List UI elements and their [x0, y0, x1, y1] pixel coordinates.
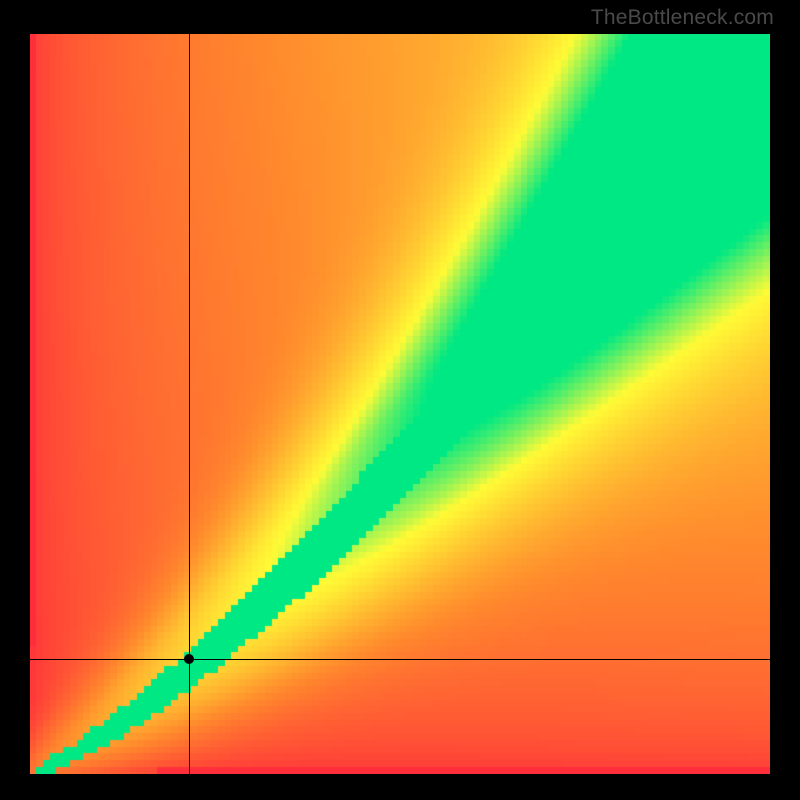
watermark-text: TheBottleneck.com [591, 6, 774, 30]
marker-dot [184, 654, 194, 664]
crosshair-horizontal [30, 659, 770, 660]
bottleneck-heatmap [30, 34, 770, 774]
